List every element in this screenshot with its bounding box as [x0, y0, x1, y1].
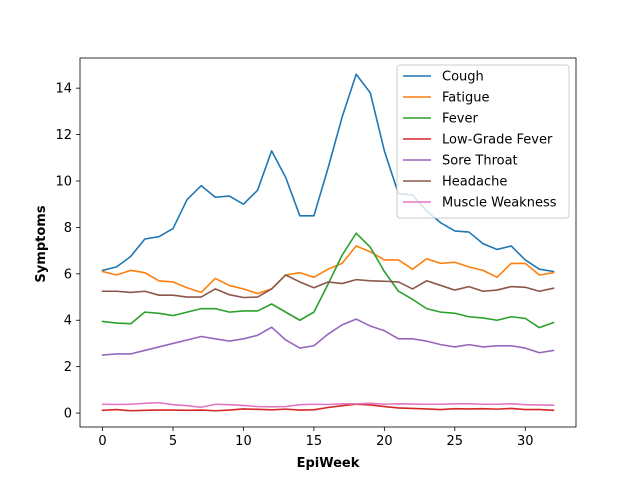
y-tick-label: 12 — [55, 128, 72, 143]
x-tick-label: 20 — [376, 434, 393, 449]
series-line-fever — [101, 232, 555, 329]
x-tick-label: 30 — [517, 434, 534, 449]
legend-label-fatigue: Fatigue — [442, 91, 489, 106]
x-tick-label: 15 — [306, 434, 323, 449]
series-line-fatigue — [101, 245, 555, 295]
x-tick-label: 5 — [169, 434, 177, 449]
x-axis-ticks: 0 5 10 15 20 25 30 — [98, 427, 534, 449]
series-line-sore-throat — [101, 318, 555, 356]
y-tick-label: 4 — [64, 314, 72, 329]
legend: Cough Fatigue Fever Low-Grade Fever Sore Thr… — [396, 64, 570, 219]
legend-box — [396, 64, 570, 219]
legend-label-headache: Headache — [442, 175, 507, 190]
y-axis-ticks: 0 2 4 6 8 10 12 14 — [55, 82, 80, 422]
legend-label-fever: Fever — [442, 112, 478, 127]
y-tick-label: 6 — [64, 267, 72, 282]
y-tick-label: 8 — [64, 221, 72, 236]
y-axis-label: Symptoms — [34, 205, 49, 282]
legend-label-sore-throat: Sore Throat — [442, 154, 518, 169]
legend-label-low-grade-fever: Low-Grade Fever — [442, 133, 553, 148]
y-tick-label: 0 — [64, 407, 72, 422]
y-tick-label: 2 — [64, 360, 72, 375]
series-line-low-grade-fever — [101, 403, 555, 412]
plot-area-border — [79, 57, 577, 428]
x-tick-label: 10 — [235, 434, 252, 449]
series-line-headache — [101, 274, 555, 299]
y-tick-label: 14 — [55, 82, 72, 97]
legend-label-cough: Cough — [442, 70, 484, 85]
series-line-muscle-weakness — [101, 401, 555, 409]
series-line-cough — [101, 73, 555, 273]
y-tick-label: 10 — [55, 175, 72, 190]
legend-label-muscle-weakness: Muscle Weakness — [442, 196, 557, 211]
x-axis-label: EpiWeek — [297, 456, 360, 471]
axes-frame — [79, 57, 577, 428]
x-tick-label: 0 — [98, 434, 106, 449]
x-tick-label: 25 — [447, 434, 464, 449]
plot-lines — [101, 73, 555, 412]
